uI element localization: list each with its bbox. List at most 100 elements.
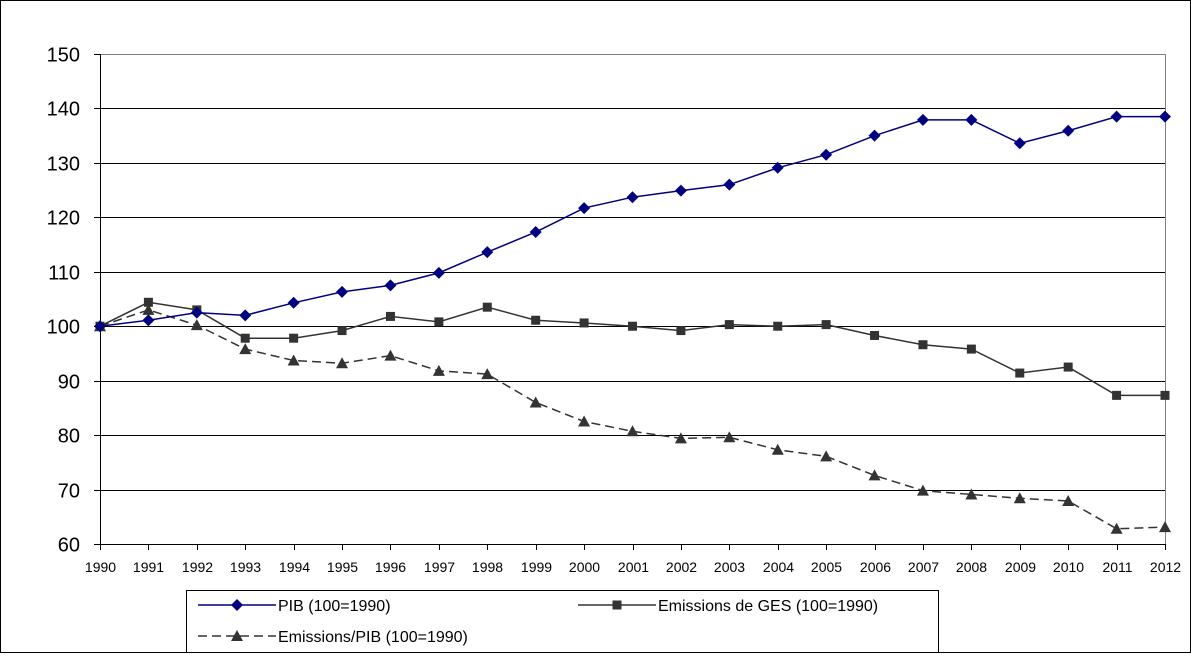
data-point bbox=[578, 415, 591, 427]
y-tick-label: 80 bbox=[58, 426, 80, 448]
x-tick-label: 1990 bbox=[85, 559, 116, 575]
data-point bbox=[723, 178, 736, 191]
data-point bbox=[239, 343, 252, 355]
data-point bbox=[628, 321, 637, 331]
data-point bbox=[1110, 522, 1123, 534]
x-tick-label: 1993 bbox=[230, 559, 261, 575]
data-point bbox=[965, 488, 978, 500]
x-tick-label: 1995 bbox=[327, 559, 358, 575]
data-point bbox=[384, 279, 397, 292]
data-point bbox=[1159, 521, 1171, 533]
data-point bbox=[1110, 110, 1123, 123]
y-tick-label: 110 bbox=[48, 263, 80, 285]
x-axis: 1990 1991 1992 1993 1994 1995 1996 1997 1998 1999… bbox=[85, 544, 1181, 575]
series-diamond bbox=[94, 110, 1171, 333]
data-point bbox=[142, 314, 155, 327]
legend-marker bbox=[612, 600, 622, 610]
data-point bbox=[966, 344, 976, 354]
data-point bbox=[870, 330, 880, 340]
data-point bbox=[676, 326, 686, 336]
data-point bbox=[529, 226, 542, 239]
x-tick-label: 2001 bbox=[618, 559, 649, 575]
data-point bbox=[674, 432, 687, 444]
data-point bbox=[94, 320, 106, 333]
gridlines bbox=[100, 108, 1165, 491]
y-axis: 60 70 80 90 100 110 120 130 140 150 bbox=[47, 45, 101, 557]
data-point bbox=[337, 326, 347, 336]
x-tick-label: 2012 bbox=[1150, 559, 1181, 575]
x-tick-label: 1998 bbox=[472, 559, 503, 575]
y-tick-label: 140 bbox=[47, 99, 80, 121]
data-point bbox=[820, 450, 833, 462]
data-point bbox=[1015, 368, 1025, 378]
data-point bbox=[916, 113, 929, 126]
data-point bbox=[1062, 124, 1075, 137]
legend-item: PIB (100=1990) bbox=[198, 598, 391, 615]
data-point bbox=[1159, 110, 1171, 123]
plot-area bbox=[100, 54, 1166, 545]
x-tick-label: 1997 bbox=[424, 559, 455, 575]
data-point bbox=[771, 443, 784, 455]
data-point bbox=[190, 319, 203, 331]
legend-label: PIB (100=1990) bbox=[278, 598, 391, 615]
data-point bbox=[579, 318, 589, 328]
x-tick-label: 2008 bbox=[956, 559, 987, 575]
series-line bbox=[99, 309, 1166, 530]
data-point bbox=[1063, 362, 1073, 372]
data-point bbox=[674, 184, 687, 197]
x-tick-label: 1999 bbox=[521, 559, 552, 575]
x-tick-label: 1994 bbox=[279, 559, 310, 575]
data-point bbox=[723, 431, 736, 443]
data-point bbox=[918, 340, 928, 350]
x-tick-label: 2006 bbox=[860, 559, 891, 575]
data-point bbox=[336, 357, 349, 369]
data-point bbox=[190, 306, 203, 319]
data-point bbox=[724, 320, 734, 330]
data-point bbox=[1160, 390, 1170, 400]
data-point bbox=[336, 285, 349, 298]
data-point bbox=[531, 315, 541, 325]
data-point bbox=[239, 309, 252, 322]
legend-label: Emissions de GES (100=1990) bbox=[658, 598, 878, 615]
legend-marker bbox=[231, 599, 243, 611]
legend-item: Emissions/PIB (100=1990) bbox=[198, 629, 468, 646]
x-tick-label: 2007 bbox=[908, 559, 939, 575]
y-tick-label: 120 bbox=[47, 208, 80, 230]
x-tick-label: 2011 bbox=[1102, 559, 1132, 575]
x-tick-label: 2005 bbox=[811, 559, 842, 575]
legend: PIB (100=1990) Emissions de GES (100=1990… bbox=[186, 590, 939, 653]
x-tick-label: 1991 bbox=[133, 559, 164, 575]
data-point bbox=[820, 148, 833, 161]
data-point bbox=[626, 191, 639, 204]
series-layer bbox=[94, 110, 1171, 534]
data-point bbox=[771, 161, 784, 174]
data-point bbox=[965, 113, 978, 126]
data-point bbox=[434, 317, 444, 327]
y-tick-label: 100 bbox=[47, 317, 80, 339]
data-point bbox=[1013, 492, 1026, 504]
data-point bbox=[773, 321, 783, 331]
y-tick-label: 130 bbox=[47, 154, 80, 176]
data-point bbox=[1112, 390, 1122, 400]
data-point bbox=[529, 396, 542, 408]
y-tick-label: 90 bbox=[58, 372, 80, 394]
x-tick-label: 2009 bbox=[1005, 559, 1036, 575]
data-point bbox=[916, 484, 929, 496]
x-tick-label: 1992 bbox=[182, 559, 213, 575]
data-point bbox=[289, 333, 299, 343]
x-tick-label: 2010 bbox=[1053, 559, 1084, 575]
data-point bbox=[868, 469, 881, 481]
data-point bbox=[578, 202, 591, 215]
legend-label: Emissions/PIB (100=1990) bbox=[278, 629, 468, 646]
data-point bbox=[1013, 137, 1026, 150]
x-tick-label: 2000 bbox=[569, 559, 600, 575]
data-point bbox=[384, 349, 397, 361]
x-tick-label: 2004 bbox=[763, 559, 794, 575]
data-point bbox=[385, 311, 395, 321]
x-tick-label: 1996 bbox=[375, 559, 406, 575]
y-tick-label: 150 bbox=[47, 45, 80, 67]
data-point bbox=[240, 333, 250, 343]
data-point bbox=[287, 354, 300, 366]
legend-item: Emissions de GES (100=1990) bbox=[578, 598, 878, 615]
